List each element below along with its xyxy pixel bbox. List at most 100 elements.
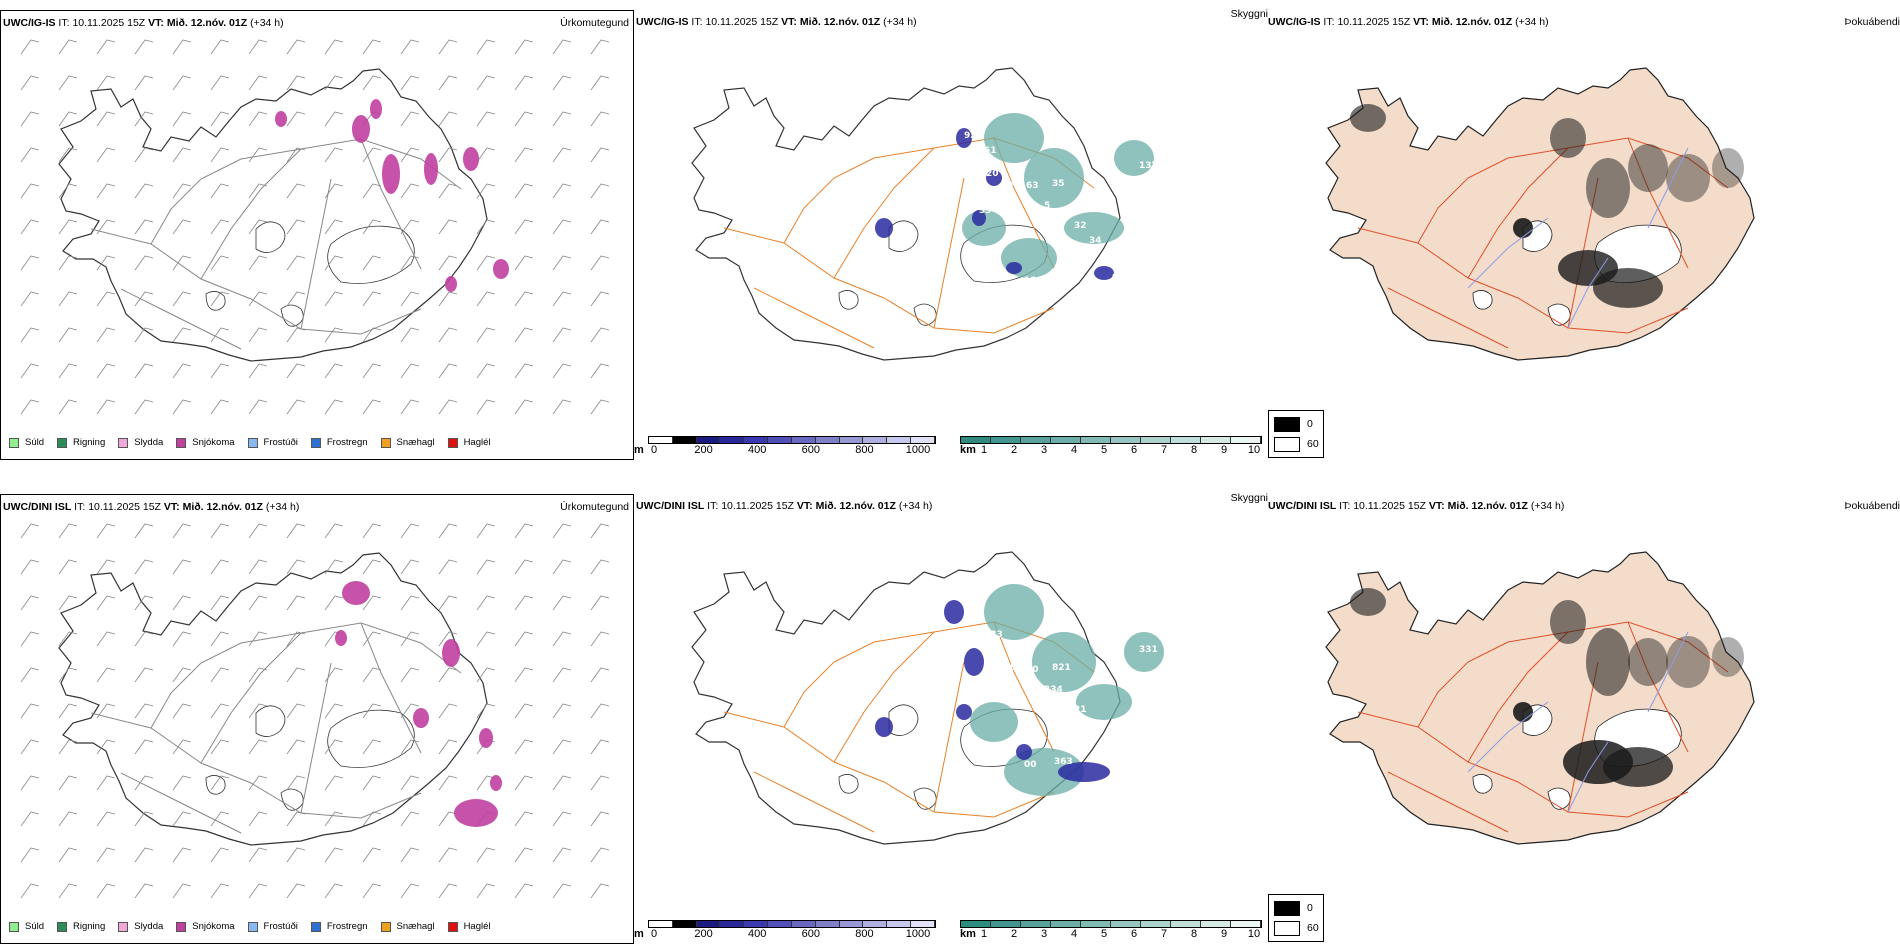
lead-time: (+34 h)	[898, 500, 933, 512]
wind-barb	[590, 559, 610, 575]
wind-barb	[362, 631, 382, 647]
it-label: IT:	[1323, 16, 1335, 28]
colorbar-segment	[1201, 921, 1231, 927]
wind-barb	[248, 559, 268, 575]
fog-legend-label: 60	[1307, 922, 1319, 934]
low-cloud-base-area	[964, 648, 984, 676]
legend-swatch	[176, 921, 187, 932]
vt-label: VT:	[796, 500, 813, 512]
wind-barb	[552, 147, 572, 163]
wind-barb	[96, 523, 116, 539]
precip-legend-item: Snjókoma	[176, 921, 235, 932]
fog-panel-title: Þokuábendi	[1844, 16, 1900, 28]
wind-barb	[362, 39, 382, 55]
wind-barb	[210, 255, 230, 271]
snowfall-area	[424, 153, 438, 185]
panel-header: UWC/DINI ISL IT: 10.11.2025 15Z VT: Mið.…	[1268, 500, 1564, 512]
wind-barb	[286, 883, 306, 899]
wind-barb	[438, 327, 458, 343]
wind-barb	[210, 595, 230, 611]
road-line	[993, 621, 1055, 753]
wind-barb	[20, 399, 40, 415]
wind-barb	[476, 39, 496, 55]
wind-barb	[20, 219, 40, 235]
road-line	[1417, 621, 1729, 728]
cloudbase-tick: 200	[694, 928, 713, 940]
wind-barb	[324, 147, 344, 163]
it-label: IT:	[707, 500, 719, 512]
wind-barb	[400, 39, 420, 55]
precip-legend: Súld Rigning Slydda Snjókoma Frostúði Frostre…	[9, 437, 504, 448]
colorbar-segment	[1021, 437, 1051, 443]
wind-barb	[134, 595, 154, 611]
cloudbase-tick: 800	[855, 444, 874, 456]
cloudbase-unit: m	[634, 444, 644, 456]
wind-barb	[96, 775, 116, 791]
colorbar-segment	[696, 921, 721, 927]
precip-legend-item: Rigning	[57, 921, 105, 932]
cloud-base-label: 891	[1004, 663, 1023, 673]
fog-index-area	[1550, 600, 1586, 644]
it-value: 10.11.2025 15Z	[1337, 16, 1411, 28]
precip-legend-item: Snæhagl	[380, 921, 435, 932]
wind-barb	[514, 399, 534, 415]
precip-legend-item: Frostregn	[310, 921, 368, 932]
road-line	[300, 662, 332, 814]
wind-barb	[96, 595, 116, 611]
it-label: IT:	[1339, 500, 1351, 512]
wind-barb	[324, 399, 344, 415]
wind-barb	[514, 667, 534, 683]
wind-barb	[134, 399, 154, 415]
wind-barb	[248, 667, 268, 683]
visibility-tick: 10	[1247, 928, 1261, 940]
wind-barb	[590, 399, 610, 415]
precip-legend-item: Slydda	[118, 921, 163, 932]
wind-barb	[362, 219, 382, 235]
snowfall-area	[275, 111, 287, 127]
wind-barb	[286, 847, 306, 863]
visibility-tick: 2	[1010, 444, 1018, 456]
low-cloud-base-area	[956, 128, 972, 148]
wind-barb	[514, 739, 534, 755]
wind-barb	[590, 327, 610, 343]
wind-barb	[58, 739, 78, 755]
river-line	[1567, 741, 1609, 813]
wind-barb	[58, 183, 78, 199]
wind-barb	[362, 703, 382, 719]
road-line	[833, 147, 935, 279]
road-line	[200, 632, 302, 764]
colorbar-segment	[1111, 437, 1141, 443]
wind-barb	[590, 291, 610, 307]
wind-barb	[514, 111, 534, 127]
wind-barb	[400, 75, 420, 91]
visibility-tick: 6	[1130, 444, 1138, 456]
wind-barb	[172, 883, 192, 899]
visibility-tick: 8	[1190, 928, 1198, 940]
wind-barb	[58, 291, 78, 307]
wind-barb	[438, 39, 458, 55]
road-line	[833, 631, 935, 763]
colorbar-segment	[768, 921, 792, 927]
colorbar-segment	[649, 921, 673, 927]
wind-barb	[134, 847, 154, 863]
cloudbase-tick: 400	[748, 444, 767, 456]
wind-barb	[324, 219, 344, 235]
wind-barb	[134, 219, 154, 235]
river-line	[1467, 701, 1549, 773]
wind-barb	[172, 739, 192, 755]
vt-value: Mið. 12.nóv. 01Z	[799, 16, 881, 28]
legend-label: Snæhagl	[396, 921, 435, 932]
wind-barb	[20, 291, 40, 307]
fog-index-area	[1593, 268, 1663, 308]
precip-legend-item: Haglél	[447, 437, 491, 448]
precip-legend-item: Snjókoma	[176, 437, 235, 448]
wind-barb	[590, 811, 610, 827]
precip-legend-item: Slydda	[118, 437, 163, 448]
wind-barb	[20, 595, 40, 611]
road-line	[1567, 661, 1599, 813]
wind-barb	[20, 183, 40, 199]
wind-barb	[96, 399, 116, 415]
wind-barb	[248, 39, 268, 55]
colorbar-segment	[1051, 437, 1081, 443]
fog-index-area	[1513, 218, 1533, 238]
